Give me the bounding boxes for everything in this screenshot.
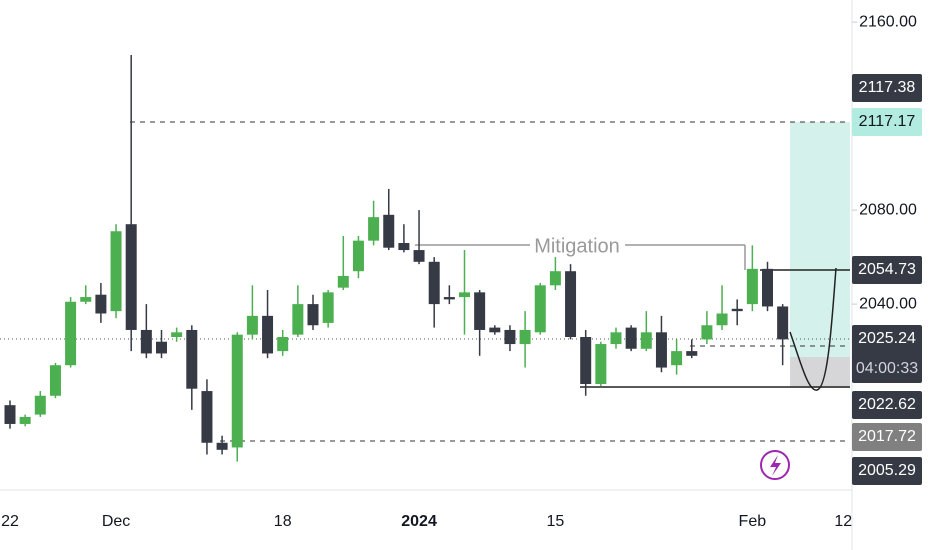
countdown: 04:00:33 bbox=[856, 360, 918, 377]
candle-body bbox=[246, 315, 258, 335]
candle-body bbox=[686, 351, 698, 356]
candle-body bbox=[701, 325, 713, 340]
candle-body bbox=[413, 250, 425, 262]
price-tag-label: 2054.73 bbox=[858, 261, 916, 278]
candle-body bbox=[277, 337, 289, 352]
candle-body bbox=[34, 395, 46, 415]
candle-body bbox=[352, 240, 364, 272]
candle-body bbox=[368, 217, 380, 241]
annotation: Mitigation bbox=[534, 235, 620, 257]
candle-body bbox=[580, 337, 592, 385]
candle-body bbox=[625, 327, 637, 349]
candle-body bbox=[716, 313, 728, 326]
price-tag bbox=[852, 108, 922, 136]
candle-body bbox=[640, 332, 652, 349]
price-tag-label: 2025.24 bbox=[858, 330, 916, 347]
candle-body bbox=[337, 275, 349, 288]
candle-body bbox=[125, 224, 137, 330]
candle-body bbox=[595, 344, 607, 385]
candle-body bbox=[519, 329, 531, 345]
x-tick-label: Feb bbox=[739, 513, 767, 530]
candle-body bbox=[171, 332, 183, 338]
candle-body bbox=[186, 329, 198, 389]
candle-body bbox=[746, 268, 758, 305]
price-tag-label: 2022.62 bbox=[858, 396, 916, 413]
candle-body bbox=[549, 271, 561, 286]
y-tick-label: 2080.00 bbox=[859, 201, 917, 218]
candle-body bbox=[398, 243, 410, 251]
candle-body bbox=[140, 329, 152, 354]
price-tag bbox=[852, 391, 922, 419]
candle-body bbox=[565, 271, 577, 338]
candle-body bbox=[231, 334, 243, 448]
candle-body bbox=[610, 332, 622, 345]
candle-body bbox=[671, 351, 683, 366]
candle-body bbox=[504, 329, 516, 345]
candle-body bbox=[216, 442, 228, 450]
candle-body bbox=[459, 292, 470, 298]
y-tick-label: 2160.00 bbox=[859, 13, 917, 30]
candle-body bbox=[201, 391, 213, 443]
x-tick-label: 15 bbox=[547, 513, 565, 530]
price-tag bbox=[852, 74, 922, 102]
price-tag-label: 2017.72 bbox=[858, 428, 916, 445]
candle-body bbox=[489, 327, 501, 333]
candle-body bbox=[307, 304, 319, 326]
event-icon bbox=[760, 450, 790, 480]
candle-body bbox=[655, 332, 667, 368]
price-tag bbox=[852, 325, 922, 383]
candle-body bbox=[383, 214, 395, 248]
event-icon-bolt bbox=[770, 455, 781, 476]
price-tag-label: 2117.17 bbox=[859, 113, 916, 130]
candle-body bbox=[292, 304, 304, 335]
candle-body bbox=[474, 292, 486, 330]
x-tick-label: 22 bbox=[1, 513, 19, 530]
price-tag-label: 2005.29 bbox=[858, 462, 916, 479]
candle-body bbox=[534, 285, 546, 333]
candle-body bbox=[19, 416, 31, 424]
candles bbox=[4, 54, 789, 462]
price-tag bbox=[852, 256, 922, 284]
candle-body bbox=[80, 297, 92, 302]
candle-body bbox=[322, 292, 334, 323]
candle-body bbox=[731, 308, 743, 312]
target-zone bbox=[790, 122, 850, 357]
x-tick-label: 2024 bbox=[401, 513, 437, 530]
x-tick-label: 18 bbox=[274, 513, 292, 530]
price-tag bbox=[852, 423, 922, 451]
candle-body bbox=[156, 341, 167, 354]
projection-curve bbox=[789, 267, 837, 391]
candle-body bbox=[95, 294, 107, 314]
stop-zone bbox=[790, 357, 850, 388]
candle-body bbox=[4, 405, 16, 424]
candle-body bbox=[777, 306, 789, 340]
candle-body bbox=[65, 301, 77, 366]
candle-body bbox=[110, 231, 122, 312]
x-tick-label: 12 bbox=[834, 513, 852, 530]
y-tick-label: 2040.00 bbox=[859, 295, 917, 312]
candle-body bbox=[262, 315, 274, 354]
candle-body bbox=[443, 297, 455, 300]
price-tag-label: 2117.38 bbox=[859, 79, 916, 96]
price-tag bbox=[852, 457, 922, 485]
x-tick-label: Dec bbox=[102, 513, 130, 530]
candle-body bbox=[762, 268, 773, 307]
candle-body bbox=[49, 365, 61, 396]
candle-body bbox=[428, 261, 440, 305]
